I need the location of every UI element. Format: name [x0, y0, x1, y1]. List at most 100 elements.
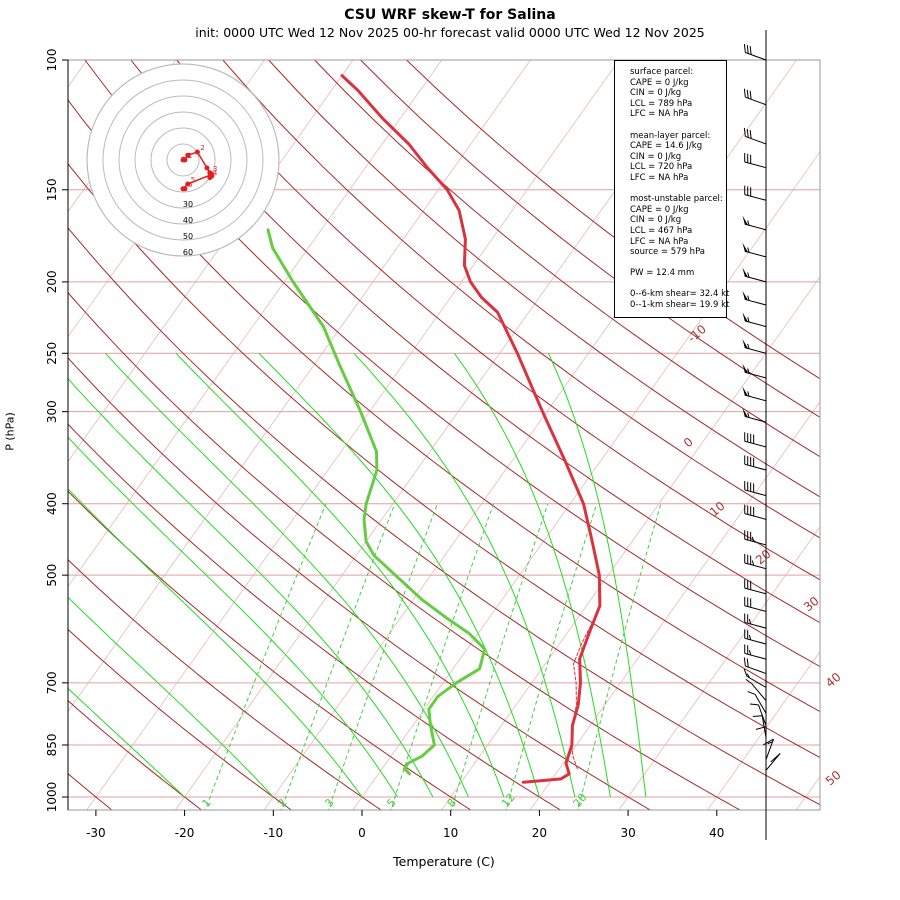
stat-line: CIN = 0 J/kg — [630, 215, 682, 226]
hodograph-ring-label: 40 — [183, 216, 193, 225]
chart-subtitle: init: 0000 UTC Wed 12 Nov 2025 00-hr for… — [195, 25, 705, 40]
isotherm-line — [795, 775, 820, 810]
dry-adiabat-line — [176, 60, 820, 581]
isotherm-line — [86, 60, 620, 810]
wind-barb — [765, 753, 781, 771]
x-tick-label: 30 — [620, 826, 635, 840]
stat-line: CAPE = 0 J/kg — [630, 204, 689, 215]
wind-barb — [744, 185, 767, 201]
chart-title: CSU WRF skew-T for Salina — [344, 7, 556, 23]
moist-adiabat-line — [68, 596, 274, 798]
wind-barb — [742, 338, 767, 354]
wind-barb — [744, 480, 767, 497]
y-tick-label: 200 — [45, 270, 59, 293]
mixing-ratio-line — [280, 503, 396, 810]
y-axis-label: P (hPa) — [3, 412, 17, 451]
wind-barb — [743, 127, 767, 145]
wind-barb — [744, 629, 767, 645]
x-tick-label: -10 — [263, 826, 283, 840]
dry-adiabat-line — [68, 628, 293, 810]
dry-adiabat-line — [68, 558, 382, 810]
moist-adiabat-line — [68, 687, 185, 798]
hodograph-ring — [118, 95, 248, 225]
hodograph-label: 6 — [188, 181, 193, 189]
y-tick-label: 700 — [45, 671, 59, 694]
parcel-trace-line — [571, 622, 593, 770]
isotherm-label: 20 — [753, 547, 774, 568]
y-tick-label: 850 — [45, 734, 59, 757]
stat-line: 0--6-km shear= 32.4 kt — [630, 289, 730, 300]
wind-barb — [744, 644, 767, 660]
isotherm-label: 40 — [823, 670, 844, 691]
hodograph-point — [182, 186, 188, 192]
stat-line: LFC = NA hPa — [630, 172, 689, 183]
y-tick-label: 100 — [45, 49, 59, 72]
mixing-ratio-line — [204, 503, 327, 810]
mixing-ratio-label: 20 — [571, 791, 590, 810]
wind-barb — [762, 738, 774, 760]
wind-barb — [742, 242, 767, 258]
hodograph-label: 4 — [213, 170, 218, 178]
wind-barb — [744, 596, 767, 612]
isotherm-label: -10 — [685, 322, 709, 345]
moist-adiabat-line — [547, 353, 647, 798]
dry-adiabat-line — [68, 490, 472, 810]
hodograph-label: 5 — [191, 176, 195, 184]
stat-line: CAPE = 0 J/kg — [630, 77, 689, 88]
stat-line: PW = 12.4 mm — [630, 268, 695, 279]
hodograph-ring-label: 50 — [183, 232, 193, 241]
wind-barb — [743, 668, 767, 688]
moist-adiabat-line — [175, 352, 505, 798]
y-tick-label: 400 — [45, 492, 59, 515]
stat-line: source = 579 hPa — [630, 247, 706, 258]
wind-barb — [743, 88, 767, 106]
temperature-line — [340, 74, 602, 784]
hodograph-label: 0 — [186, 152, 190, 160]
dry-adiabat-line — [68, 423, 562, 810]
x-tick-label: -20 — [175, 826, 195, 840]
x-axis-label: Temperature (C) — [393, 854, 495, 869]
dry-adiabat-line — [68, 227, 820, 806]
wind-barb — [745, 678, 767, 701]
wind-barb — [744, 455, 767, 471]
wind-barb — [744, 504, 767, 520]
wind-barb — [742, 290, 767, 306]
parcel-stats-box: surface parcel: CAPE = 0 J/kg CIN = 0 J/… — [614, 60, 730, 318]
wind-barb — [743, 43, 767, 61]
stat-line: most-unstable parcel: — [630, 194, 723, 205]
x-tick-label: 40 — [709, 826, 724, 840]
isotherm-line — [618, 526, 820, 810]
wind-barb — [752, 715, 767, 738]
stat-line: LFC = NA hPa — [630, 109, 689, 120]
mixing-ratio-label: 12 — [499, 791, 518, 810]
wind-barb — [742, 386, 767, 402]
x-tick-label: -30 — [86, 826, 106, 840]
wind-barb — [742, 407, 767, 423]
isotherm-line — [352, 151, 820, 810]
hodograph-point — [185, 152, 191, 158]
mixing-ratio-label: 3 — [322, 796, 336, 810]
moist-adiabat-line — [453, 353, 611, 798]
stat-line: LCL = 467 hPa — [630, 225, 693, 236]
wind-barb — [744, 153, 767, 169]
mixing-ratio-line — [327, 503, 438, 810]
dry-adiabat-line — [68, 99, 820, 713]
stat-line: LCL = 789 hPa — [630, 98, 693, 109]
mixing-ratio-label: 1 — [199, 796, 213, 810]
x-tick-label: 10 — [443, 826, 458, 840]
wind-barb — [749, 703, 767, 726]
wind-barb — [744, 432, 767, 448]
hodograph-ring-label: 30 — [183, 200, 193, 209]
wind-barb — [742, 363, 767, 379]
y-tick-label: 500 — [45, 564, 59, 587]
stat-line: CIN = 0 J/kg — [630, 88, 682, 99]
hodograph-label: 2 — [200, 144, 204, 152]
y-tick-label: 1000 — [45, 782, 59, 813]
y-tick-label: 150 — [45, 178, 59, 201]
moist-adiabat-line — [68, 488, 363, 798]
hodograph-ring — [86, 63, 280, 257]
hodograph-point — [204, 165, 210, 171]
dry-adiabat-line — [222, 60, 820, 539]
dry-adiabat-line — [68, 291, 741, 810]
isotherm-label: 30 — [801, 594, 822, 615]
